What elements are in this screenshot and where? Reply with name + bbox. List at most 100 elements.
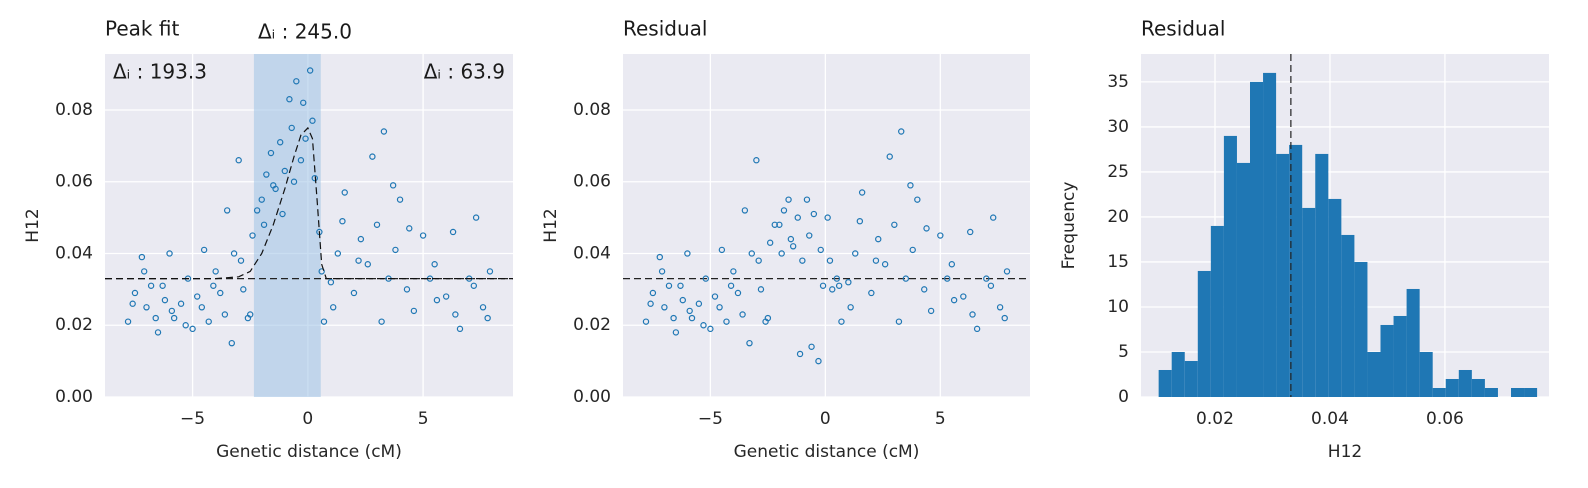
point	[131, 289, 139, 297]
point	[182, 322, 189, 329]
point	[154, 329, 162, 336]
bar	[1210, 225, 1224, 397]
point	[129, 300, 136, 307]
point	[228, 339, 235, 347]
point	[290, 178, 298, 185]
point	[780, 207, 788, 214]
point	[835, 282, 843, 289]
point	[189, 325, 196, 333]
chart-title: Peak fit	[105, 17, 179, 41]
point	[856, 217, 864, 225]
x-tick-label: 5	[935, 409, 946, 429]
x-axis-label: H12	[1328, 442, 1362, 462]
point	[746, 339, 753, 347]
point	[921, 286, 928, 293]
x-tick-label: 0	[302, 409, 313, 429]
point	[815, 357, 822, 365]
point	[937, 232, 944, 239]
point	[902, 275, 910, 282]
y-axis-label: H12	[23, 208, 43, 242]
x-tick-label: 0	[820, 409, 831, 429]
point	[205, 318, 212, 325]
point	[143, 304, 150, 311]
point	[198, 304, 206, 311]
point	[389, 182, 397, 189]
point	[419, 232, 427, 239]
point	[741, 207, 749, 214]
point	[881, 261, 889, 268]
bar	[1223, 135, 1237, 397]
y-tick-label: 15	[1107, 252, 1129, 272]
point	[914, 196, 921, 203]
y-tick-label: 5	[1118, 342, 1129, 362]
point	[983, 275, 990, 282]
point	[670, 314, 677, 322]
point	[170, 314, 178, 322]
bar	[1315, 153, 1329, 397]
point	[166, 250, 173, 257]
point	[330, 304, 337, 311]
bar	[1184, 360, 1198, 397]
point	[452, 311, 459, 318]
point	[297, 157, 305, 164]
bar	[1302, 207, 1316, 397]
point	[339, 217, 346, 225]
plot-background	[623, 54, 1030, 397]
point	[267, 149, 275, 157]
point	[249, 232, 256, 239]
point	[479, 304, 487, 311]
point	[944, 275, 951, 282]
point	[658, 268, 666, 275]
point	[355, 257, 362, 264]
point	[711, 293, 719, 300]
y-tick-label: 0.08	[55, 100, 93, 120]
point	[799, 257, 806, 264]
y-tick-label: 0.04	[55, 243, 93, 263]
point	[776, 221, 783, 228]
point	[796, 350, 804, 358]
point	[718, 246, 726, 254]
point	[806, 232, 813, 239]
point	[684, 250, 691, 257]
point	[895, 318, 903, 325]
bar	[1328, 198, 1342, 397]
y-tick-label: 30	[1107, 117, 1129, 137]
point	[200, 246, 208, 254]
y-tick-label: 35	[1107, 72, 1129, 92]
bar	[1406, 288, 1420, 397]
y-tick-label: 0	[1118, 387, 1129, 407]
point	[293, 78, 300, 85]
point	[969, 311, 976, 318]
x-tick-label: 0.04	[1311, 409, 1349, 429]
point	[210, 282, 217, 289]
peak-span	[253, 54, 321, 397]
point	[808, 343, 815, 350]
bar	[1289, 144, 1303, 397]
y-tick-label: 0.04	[573, 243, 611, 263]
y-tick-label: 0.00	[55, 387, 93, 407]
point	[891, 221, 898, 228]
x-tick-label: 0.02	[1196, 409, 1234, 429]
point	[403, 286, 411, 293]
x-tick-label: 5	[418, 409, 429, 429]
bar	[1341, 234, 1355, 397]
point	[406, 225, 413, 232]
point	[923, 225, 930, 232]
x-tick-label: 0.06	[1426, 409, 1464, 429]
point	[470, 282, 478, 289]
y-tick-label: 0.02	[573, 315, 611, 335]
point	[472, 214, 480, 221]
point	[771, 221, 778, 228]
y-tick-label: 0.06	[573, 172, 611, 192]
point	[858, 189, 866, 196]
point	[235, 157, 242, 164]
point	[369, 153, 376, 160]
point	[907, 182, 914, 189]
point	[845, 278, 852, 286]
annotation: Δᵢ : 63.9	[424, 60, 505, 84]
point	[766, 239, 774, 246]
point	[449, 228, 457, 236]
point	[177, 300, 185, 307]
bar	[1380, 324, 1394, 397]
point	[833, 275, 841, 282]
